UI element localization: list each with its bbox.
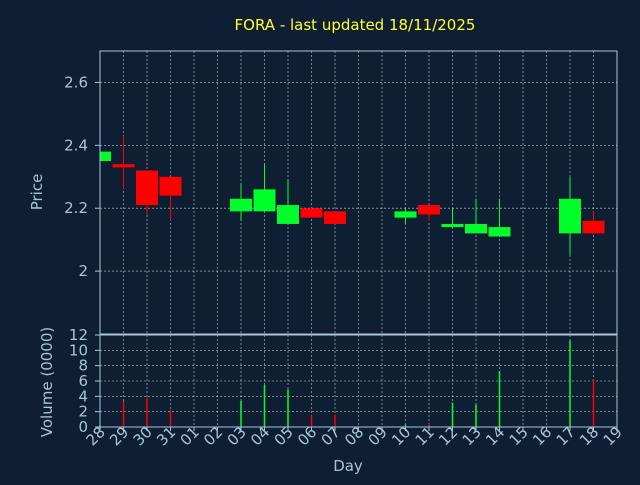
candle-body xyxy=(100,151,111,162)
candle-12 xyxy=(441,208,464,228)
volume-bar-29 xyxy=(122,400,125,427)
volume-tick-label: 0 xyxy=(78,418,88,436)
candle-14 xyxy=(488,198,511,237)
volume-bar-05 xyxy=(287,389,289,427)
volume-tick-label: 12 xyxy=(69,326,88,344)
volume-tick-label: 6 xyxy=(78,372,88,390)
volume-bar-30 xyxy=(146,397,148,427)
volume-bar-31 xyxy=(169,410,172,427)
candle-05 xyxy=(277,179,299,224)
price-tick-label: 2 xyxy=(78,262,88,280)
candle-29 xyxy=(112,135,135,190)
candle-body xyxy=(253,189,276,212)
price-tick-label: 2.6 xyxy=(64,73,88,91)
candle-07 xyxy=(324,211,346,224)
axes xyxy=(95,50,618,431)
price-axis-label: Price xyxy=(28,174,46,211)
candle-body xyxy=(300,208,323,218)
volume-bar-18 xyxy=(592,379,595,427)
candle-04 xyxy=(253,164,276,212)
candle-body xyxy=(418,205,440,215)
chart-title: FORA - last updated 18/11/2025 xyxy=(235,16,476,34)
volume-bar-12 xyxy=(451,402,454,427)
candle-body xyxy=(112,164,135,168)
candle-11 xyxy=(418,205,440,221)
candle-31 xyxy=(159,176,182,221)
volume-bar-13 xyxy=(475,404,477,427)
volume-tick-label: 8 xyxy=(78,357,88,375)
candle-17 xyxy=(559,176,581,256)
volume-bar-03 xyxy=(240,400,242,427)
day-axis-label: Day xyxy=(333,457,363,475)
volume-bar-14 xyxy=(498,371,501,427)
volume-bar-11 xyxy=(428,423,430,427)
candle-body xyxy=(277,205,299,224)
candle-06 xyxy=(300,208,323,218)
price-candles xyxy=(99,135,605,256)
candle-body xyxy=(394,211,417,218)
candle-13 xyxy=(465,198,487,234)
candle-30 xyxy=(136,170,158,215)
price-panel-frame xyxy=(99,50,618,335)
volume-tick-label: 4 xyxy=(78,387,88,405)
candle-body xyxy=(159,176,182,196)
candle-10 xyxy=(394,208,417,224)
volume-bar-07 xyxy=(334,414,336,427)
candle-body xyxy=(488,227,511,237)
candle-body xyxy=(230,198,252,212)
volume-axis-label: Volume (0000) xyxy=(38,327,56,437)
volume-bar-17 xyxy=(569,340,571,427)
candle-body xyxy=(441,223,464,228)
candle-18 xyxy=(582,211,605,234)
candle-28 xyxy=(99,151,111,162)
candle-body xyxy=(324,211,346,224)
volume-bar-06 xyxy=(310,415,313,427)
volume-bars xyxy=(99,340,595,427)
candle-03 xyxy=(230,183,252,221)
price-tick-label: 2.4 xyxy=(64,136,88,154)
volume-bar-10 xyxy=(404,424,407,427)
volume-bar-04 xyxy=(263,384,266,427)
price-tick-label: 2.2 xyxy=(64,199,88,217)
volume-tick-label: 2 xyxy=(78,403,88,421)
candle-body xyxy=(559,198,581,234)
candle-body xyxy=(582,220,605,234)
volume-grid xyxy=(100,335,617,427)
candle-body xyxy=(465,223,487,234)
candle-body xyxy=(136,170,158,206)
volume-tick-label: 10 xyxy=(69,341,88,359)
tick-labels: 22.22.42.6024681012282930310102030405060… xyxy=(64,73,626,449)
